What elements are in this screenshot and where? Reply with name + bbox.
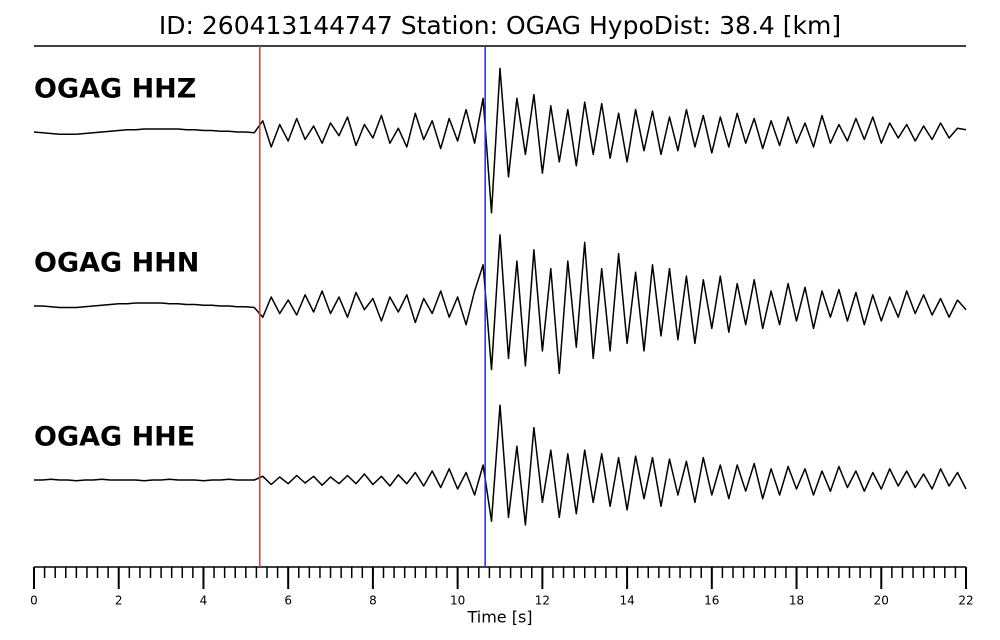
x-tick-label: 16: [704, 594, 719, 608]
trace-label: OGAG HHZ: [34, 74, 196, 105]
waveform: [33, 67, 967, 214]
trace-label: OGAG HHE: [34, 422, 195, 453]
x-tick-label: 20: [874, 594, 889, 608]
x-tick-label: 22: [958, 594, 973, 608]
x-axis-label: Time [s]: [466, 608, 532, 627]
x-tick-label: 6: [284, 594, 292, 608]
x-tick-label: 14: [619, 594, 634, 608]
trace-label: OGAG HHN: [34, 248, 199, 279]
x-tick-label: 18: [789, 594, 804, 608]
x-tick-label: 0: [30, 594, 38, 608]
chart-title: ID: 260413144747 Station: OGAG HypoDist:…: [159, 11, 841, 40]
x-tick-label: 12: [535, 594, 550, 608]
x-tick-label: 10: [450, 594, 465, 608]
waveform: [34, 234, 967, 375]
x-tick-label: 4: [200, 594, 208, 608]
waveform: [34, 404, 967, 526]
x-tick-label: 8: [369, 594, 377, 608]
x-tick-label: 2: [115, 594, 123, 608]
